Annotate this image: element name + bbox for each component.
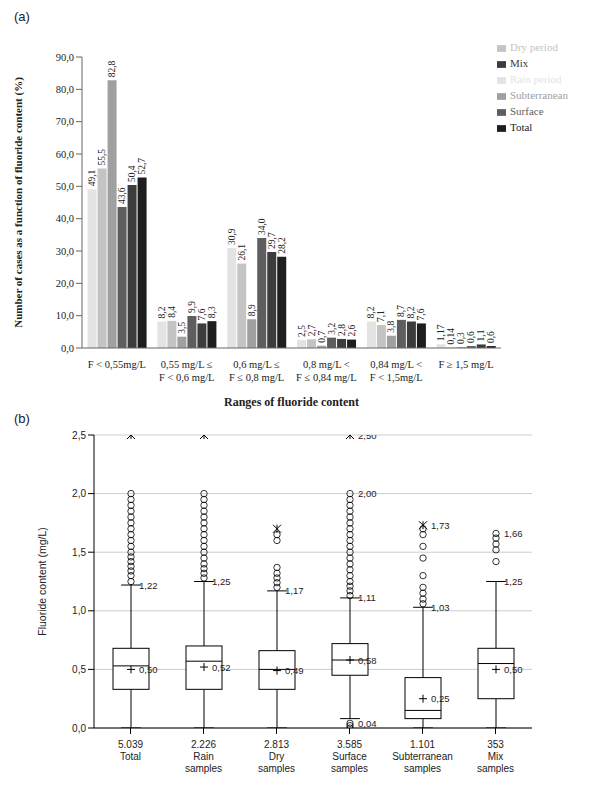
svg-text:1,17: 1,17 bbox=[285, 585, 304, 596]
svg-text:30,9: 30,9 bbox=[227, 228, 237, 245]
svg-text:0,49: 0,49 bbox=[285, 665, 304, 676]
svg-text:8,2: 8,2 bbox=[157, 306, 167, 318]
svg-text:2,5: 2,5 bbox=[72, 430, 86, 441]
svg-text:8,2: 8,2 bbox=[406, 306, 416, 318]
svg-text:34,0: 34,0 bbox=[257, 218, 267, 235]
svg-text:Ranges of fluoride content: Ranges of fluoride content bbox=[224, 395, 359, 409]
svg-text:1,0: 1,0 bbox=[72, 605, 86, 616]
svg-text:7,6: 7,6 bbox=[416, 308, 426, 320]
svg-text:1,17: 1,17 bbox=[436, 324, 446, 341]
svg-text:8,2: 8,2 bbox=[366, 306, 376, 318]
svg-text:5.039Total: 5.039Total bbox=[118, 739, 143, 762]
svg-text:1,1: 1,1 bbox=[476, 329, 486, 341]
svg-text:29,7: 29,7 bbox=[267, 232, 277, 249]
svg-text:50,0: 50,0 bbox=[56, 181, 74, 192]
svg-text:3,5: 3,5 bbox=[177, 322, 187, 334]
svg-text:1,5: 1,5 bbox=[72, 547, 86, 558]
svg-text:1,25: 1,25 bbox=[212, 576, 231, 587]
svg-text:70,0: 70,0 bbox=[56, 116, 74, 127]
svg-text:55,5: 55,5 bbox=[97, 149, 107, 166]
html-text:Rain period: Rain period bbox=[510, 73, 562, 85]
svg-text:8,9: 8,9 bbox=[247, 304, 257, 316]
svg-text:2.226Rainsamples: 2.226Rainsamples bbox=[185, 739, 222, 774]
svg-text:7,6: 7,6 bbox=[197, 308, 207, 320]
svg-text:0,0: 0,0 bbox=[72, 723, 86, 734]
svg-text:353Mixsamples: 353Mixsamples bbox=[477, 739, 514, 774]
svg-text:8,3: 8,3 bbox=[207, 306, 217, 318]
svg-text:0,25: 0,25 bbox=[431, 693, 450, 704]
svg-text:60,0: 60,0 bbox=[56, 149, 74, 160]
svg-text:2,6: 2,6 bbox=[347, 324, 357, 336]
svg-text:90,0: 90,0 bbox=[56, 52, 74, 63]
svg-text:82,8: 82,8 bbox=[107, 60, 117, 77]
svg-text:0,84 mg/L <F < 1,5mg/L: 0,84 mg/L <F < 1,5mg/L bbox=[370, 359, 423, 383]
svg-text:43,6: 43,6 bbox=[117, 187, 127, 204]
svg-text:1,25: 1,25 bbox=[504, 576, 523, 587]
svg-text:3.585Surfacesamples: 3.585Surfacesamples bbox=[331, 739, 368, 774]
html-text:Dry period: Dry period bbox=[510, 41, 558, 53]
svg-text:2,5: 2,5 bbox=[297, 325, 307, 337]
svg-text:1.101Subterraneansamples: 1.101Subterraneansamples bbox=[392, 739, 453, 774]
html-text:Total: Total bbox=[510, 121, 533, 133]
svg-text:26,1: 26,1 bbox=[237, 244, 247, 261]
svg-text:2,00: 2,00 bbox=[358, 488, 377, 499]
svg-text:49,1: 49,1 bbox=[87, 169, 97, 186]
svg-text:0,3: 0,3 bbox=[456, 332, 466, 344]
svg-text:8,7: 8,7 bbox=[396, 305, 406, 317]
svg-text:0,8 mg/L <F ≤ 0,84 mg/L: 0,8 mg/L <F ≤ 0,84 mg/L bbox=[296, 359, 357, 383]
svg-text:8,4: 8,4 bbox=[167, 306, 177, 318]
svg-text:0,6: 0,6 bbox=[486, 331, 496, 343]
svg-text:0,50: 0,50 bbox=[504, 664, 523, 675]
svg-text:1,73: 1,73 bbox=[431, 520, 450, 531]
svg-text:2,8: 2,8 bbox=[337, 324, 347, 336]
svg-text:0,55 mg/L ≤F < 0,6 mg/L: 0,55 mg/L ≤F < 0,6 mg/L bbox=[159, 359, 215, 383]
svg-text:1,03: 1,03 bbox=[431, 602, 450, 613]
svg-text:0,5: 0,5 bbox=[72, 664, 86, 675]
svg-text:0,6: 0,6 bbox=[466, 331, 476, 343]
svg-text:3,8: 3,8 bbox=[386, 321, 396, 333]
svg-text:Number of cases as a function: Number of cases as a function of fluorid… bbox=[12, 77, 25, 328]
svg-text:20,0: 20,0 bbox=[56, 278, 74, 289]
html-text:Subterranean: Subterranean bbox=[510, 89, 568, 101]
svg-text:0,7: 0,7 bbox=[317, 331, 327, 343]
svg-text:0,52: 0,52 bbox=[212, 662, 231, 673]
svg-text:3,2: 3,2 bbox=[327, 323, 337, 335]
html-text:Mix: Mix bbox=[510, 57, 529, 69]
svg-text:10,0: 10,0 bbox=[56, 310, 74, 321]
svg-text:0,04: 0,04 bbox=[358, 718, 377, 728]
html-text:Surface: Surface bbox=[510, 105, 544, 117]
svg-text:52,7: 52,7 bbox=[137, 158, 147, 175]
svg-text:2,7: 2,7 bbox=[307, 324, 317, 336]
svg-text:1,66: 1,66 bbox=[504, 528, 523, 539]
svg-text:30,0: 30,0 bbox=[56, 246, 74, 257]
svg-text:2,50: 2,50 bbox=[358, 435, 377, 441]
svg-text:80,0: 80,0 bbox=[56, 84, 74, 95]
svg-text:0,6 mg/L ≤F ≤ 0,8 mg/L: 0,6 mg/L ≤F ≤ 0,8 mg/L bbox=[229, 359, 284, 383]
svg-text:0,58: 0,58 bbox=[358, 655, 377, 666]
svg-text:7,1: 7,1 bbox=[376, 310, 386, 322]
svg-text:2.813Drysamples: 2.813Drysamples bbox=[258, 739, 295, 774]
svg-text:Fluoride content (mg/L): Fluoride content (mg/L) bbox=[36, 527, 48, 636]
svg-text:40,0: 40,0 bbox=[56, 213, 74, 224]
svg-text:28,2: 28,2 bbox=[277, 237, 287, 254]
svg-text:0,0: 0,0 bbox=[61, 343, 74, 354]
svg-text:1,11: 1,11 bbox=[358, 592, 376, 603]
svg-text:1,22: 1,22 bbox=[139, 580, 158, 591]
svg-text:9,9: 9,9 bbox=[187, 301, 197, 313]
svg-text:F ≥ 1,5 mg/L: F ≥ 1,5 mg/L bbox=[438, 359, 493, 370]
svg-text:50,4: 50,4 bbox=[127, 165, 137, 182]
svg-text:F < 0,55mg/L: F < 0,55mg/L bbox=[88, 359, 146, 370]
svg-text:2,0: 2,0 bbox=[72, 488, 86, 499]
html-text:(a): (a) bbox=[14, 9, 30, 24]
svg-text:0,50: 0,50 bbox=[139, 664, 158, 675]
html-text:(b): (b) bbox=[14, 411, 30, 426]
svg-text:0,14: 0,14 bbox=[446, 328, 456, 345]
